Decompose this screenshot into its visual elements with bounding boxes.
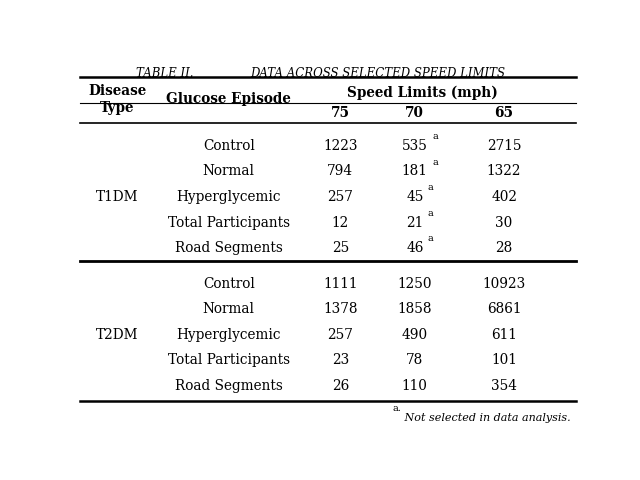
Text: 1378: 1378 bbox=[323, 301, 358, 315]
Text: 257: 257 bbox=[328, 327, 353, 341]
Text: T2DM: T2DM bbox=[96, 327, 138, 341]
Text: Glucose Episode: Glucose Episode bbox=[166, 92, 291, 106]
Text: 65: 65 bbox=[495, 106, 513, 120]
Text: 2715: 2715 bbox=[487, 139, 522, 153]
Text: Total Participants: Total Participants bbox=[168, 215, 290, 229]
Text: 181: 181 bbox=[402, 164, 428, 178]
Text: Hyperglycemic: Hyperglycemic bbox=[177, 190, 281, 204]
Text: 6861: 6861 bbox=[487, 301, 522, 315]
Text: 354: 354 bbox=[491, 378, 517, 392]
Text: 21: 21 bbox=[406, 215, 424, 229]
Text: 1858: 1858 bbox=[397, 301, 432, 315]
Text: 794: 794 bbox=[327, 164, 353, 178]
Text: Road Segments: Road Segments bbox=[175, 240, 283, 254]
Text: 535: 535 bbox=[402, 139, 428, 153]
Text: a: a bbox=[432, 132, 438, 141]
Text: 110: 110 bbox=[402, 378, 428, 392]
Text: Control: Control bbox=[203, 276, 255, 290]
Text: Road Segments: Road Segments bbox=[175, 378, 283, 392]
Text: Not selected in data analysis.: Not selected in data analysis. bbox=[401, 412, 571, 421]
Text: 1111: 1111 bbox=[323, 276, 358, 290]
Text: 10923: 10923 bbox=[483, 276, 525, 290]
Text: a: a bbox=[432, 157, 438, 166]
Text: Hyperglycemic: Hyperglycemic bbox=[177, 327, 281, 341]
Text: a.: a. bbox=[392, 403, 401, 412]
Text: 1223: 1223 bbox=[323, 139, 358, 153]
Text: a: a bbox=[428, 208, 433, 217]
Text: a: a bbox=[428, 234, 433, 243]
Text: 1322: 1322 bbox=[487, 164, 522, 178]
Text: 30: 30 bbox=[495, 215, 513, 229]
Text: 257: 257 bbox=[328, 190, 353, 204]
Text: DATA ACROSS SELECTED SPEED LIMITS: DATA ACROSS SELECTED SPEED LIMITS bbox=[250, 67, 505, 80]
Text: 101: 101 bbox=[491, 353, 517, 367]
Text: 45: 45 bbox=[406, 190, 424, 204]
Text: Control: Control bbox=[203, 139, 255, 153]
Text: 25: 25 bbox=[332, 240, 349, 254]
Text: 611: 611 bbox=[491, 327, 517, 341]
Text: 28: 28 bbox=[495, 240, 513, 254]
Text: 75: 75 bbox=[331, 106, 350, 120]
Text: 1250: 1250 bbox=[397, 276, 432, 290]
Text: Normal: Normal bbox=[203, 164, 255, 178]
Text: T1DM: T1DM bbox=[96, 190, 138, 204]
Text: Speed Limits (mph): Speed Limits (mph) bbox=[347, 85, 498, 100]
Text: Normal: Normal bbox=[203, 301, 255, 315]
Text: Disease
Type: Disease Type bbox=[88, 84, 147, 115]
Text: 402: 402 bbox=[491, 190, 517, 204]
Text: 26: 26 bbox=[332, 378, 349, 392]
Text: 490: 490 bbox=[402, 327, 428, 341]
Text: Total Participants: Total Participants bbox=[168, 353, 290, 367]
Text: TABLE II.: TABLE II. bbox=[136, 67, 193, 80]
Text: 23: 23 bbox=[332, 353, 349, 367]
Text: a: a bbox=[428, 183, 433, 192]
Text: 12: 12 bbox=[332, 215, 349, 229]
Text: 78: 78 bbox=[406, 353, 424, 367]
Text: 46: 46 bbox=[406, 240, 424, 254]
Text: 70: 70 bbox=[405, 106, 424, 120]
